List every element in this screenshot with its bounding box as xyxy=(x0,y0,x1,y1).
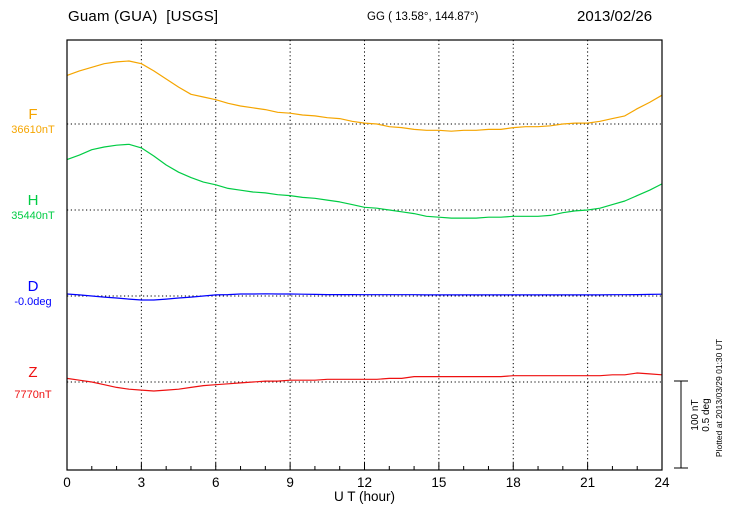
x-tick-label-18: 18 xyxy=(506,475,521,490)
station-coordinates: GG ( 13.58°, 144.87°) xyxy=(367,11,479,23)
channel-z-letter: Z xyxy=(28,364,38,381)
channel-h-letter: H xyxy=(27,192,39,209)
trace-f xyxy=(66,60,663,132)
channel-h-baseline-value: 35440nT xyxy=(11,210,55,223)
channel-z-baseline-value: 7770nT xyxy=(14,389,52,402)
x-tick-label-21: 21 xyxy=(580,475,595,490)
x-tick-label-15: 15 xyxy=(431,475,446,490)
x-axis-title: U T (hour) xyxy=(333,489,396,504)
channel-label-d: D -0.0deg xyxy=(2,278,64,309)
trace-h xyxy=(66,143,663,219)
x-tick-label-24: 24 xyxy=(654,475,670,490)
trace-z xyxy=(66,372,663,392)
scale-05deg-label: 0.5 deg xyxy=(701,398,712,431)
observation-date: 2013/02/26 xyxy=(577,8,653,25)
channel-d-baseline-value: -0.0deg xyxy=(14,296,52,309)
x-tick-label-9: 9 xyxy=(286,475,294,490)
station-title: Guam (GUA) [USGS] xyxy=(68,8,219,25)
channel-label-h: H 35440nT xyxy=(2,192,64,223)
channel-d-letter: D xyxy=(27,278,39,295)
x-tick-label-12: 12 xyxy=(357,475,372,490)
x-tick-label-6: 6 xyxy=(212,475,220,490)
x-tick-label-3: 3 xyxy=(138,475,146,490)
channel-label-f: F 36610nT xyxy=(2,106,64,137)
x-tick-label-0: 0 xyxy=(63,475,71,490)
channel-f-baseline-value: 36610nT xyxy=(11,124,55,137)
trace-d xyxy=(66,293,663,301)
plotted-at-note: Plotted at 2013/03/29 01:30 UT xyxy=(714,339,724,457)
scale-100nt-label: 100 nT xyxy=(690,399,701,430)
channel-f-letter: F xyxy=(28,106,38,123)
channel-label-z: Z 7770nT xyxy=(2,364,64,402)
